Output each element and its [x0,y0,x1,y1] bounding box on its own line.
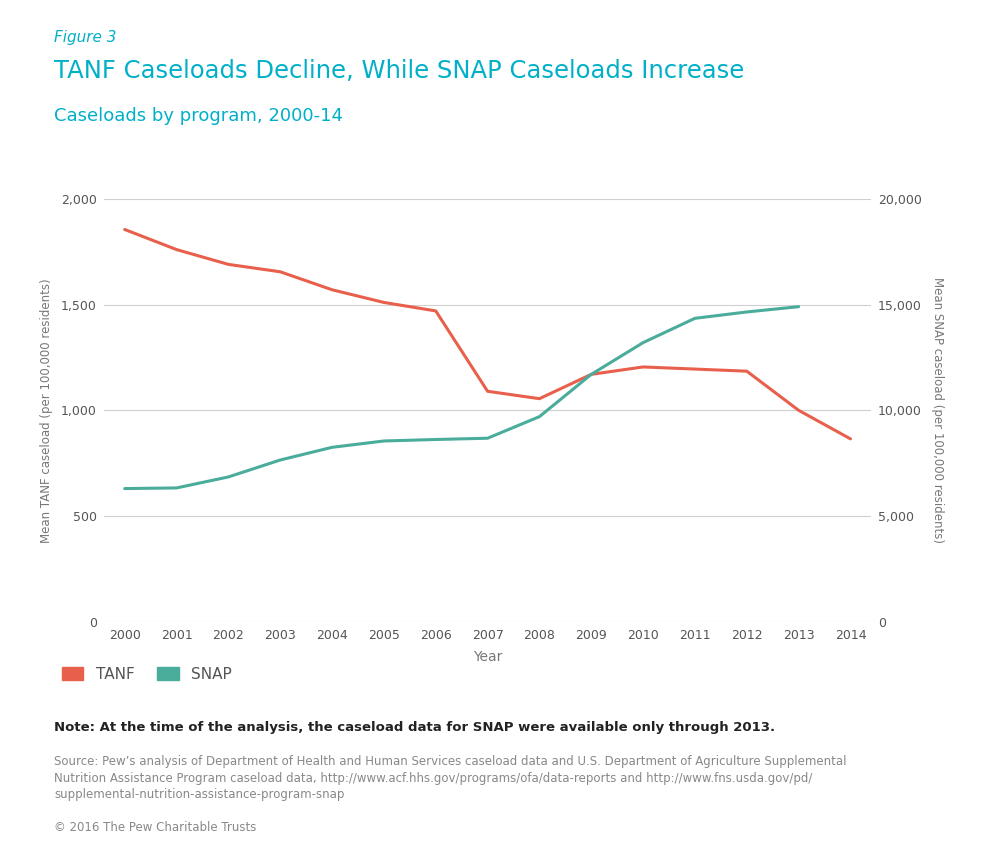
Legend: TANF, SNAP: TANF, SNAP [62,667,232,682]
Text: Nutrition Assistance Program caseload data, http://www.acf.hhs.gov/programs/ofa/: Nutrition Assistance Program caseload da… [54,772,813,784]
X-axis label: Year: Year [473,650,502,664]
Text: Source: Pew’s analysis of Department of Health and Human Services caseload data : Source: Pew’s analysis of Department of … [54,755,847,767]
Text: Figure 3: Figure 3 [54,30,117,45]
Y-axis label: Mean TANF caseload (per 100,000 residents): Mean TANF caseload (per 100,000 resident… [40,278,52,542]
Text: TANF Caseloads Decline, While SNAP Caseloads Increase: TANF Caseloads Decline, While SNAP Casel… [54,59,744,83]
Text: supplemental-nutrition-assistance-program-snap: supplemental-nutrition-assistance-progra… [54,788,345,801]
Y-axis label: Mean SNAP caseload (per 100,000 residents): Mean SNAP caseload (per 100,000 resident… [932,277,944,543]
Text: Note: At the time of the analysis, the caseload data for SNAP were available onl: Note: At the time of the analysis, the c… [54,721,775,733]
Text: Caseloads by program, 2000-14: Caseloads by program, 2000-14 [54,107,344,125]
Text: © 2016 The Pew Charitable Trusts: © 2016 The Pew Charitable Trusts [54,821,256,833]
